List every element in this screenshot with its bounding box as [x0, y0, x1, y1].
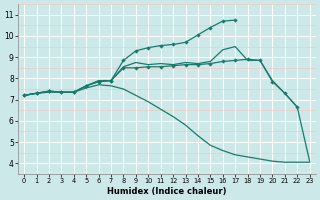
X-axis label: Humidex (Indice chaleur): Humidex (Indice chaleur): [107, 187, 227, 196]
